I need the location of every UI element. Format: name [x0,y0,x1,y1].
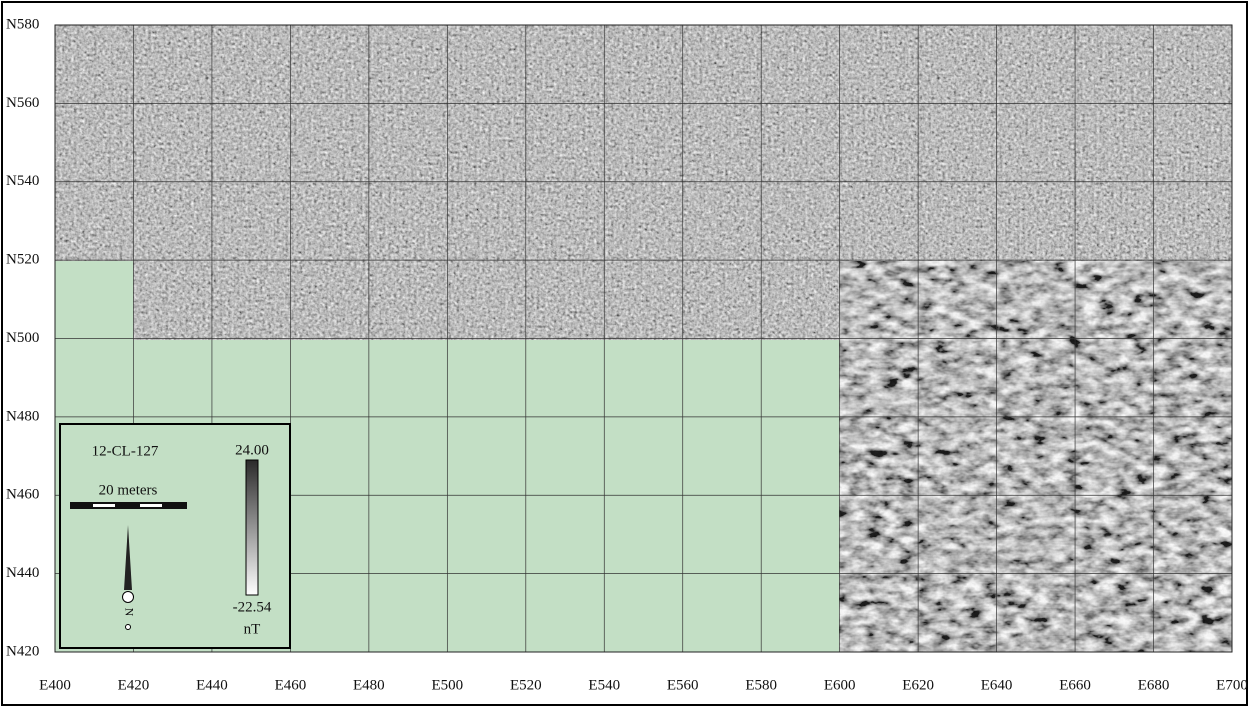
grid [54,24,1233,653]
legend: 12-CL-127 20 meters N 24.00 -22.54 nT [59,423,291,649]
color-max: 24.00 [235,442,269,458]
northing-label: N540 [6,173,39,189]
color-unit: nT [244,621,261,637]
north-label: N [122,608,136,617]
axis-labels: N580 N560 N540 N520 N500 N480 N460 N440 N420 E400… [6,16,1248,693]
scale-label: 20 meters [99,482,158,498]
easting-label: E700 [1216,677,1248,693]
easting-label: E580 [745,677,777,693]
northing-label: N420 [6,643,39,659]
easting-label: E400 [39,677,71,693]
scale-bar [70,502,187,509]
magnetometry-data-strong [839,261,1232,652]
easting-label: E460 [275,677,307,693]
easting-label: E420 [118,677,150,693]
easting-label: E520 [510,677,542,693]
easting-label: E620 [902,677,934,693]
northing-label: N480 [6,408,39,424]
site-name: 12-CL-127 [92,443,159,459]
color-bar [245,459,259,596]
easting-label: E480 [353,677,385,693]
north-arrow-circle [122,591,134,603]
northing-label: N460 [6,487,39,503]
easting-label: E600 [824,677,856,693]
easting-label: E440 [196,677,228,693]
easting-label: E660 [1059,677,1091,693]
color-min: -22.54 [233,599,272,615]
northing-label: N580 [6,16,39,32]
northing-label: N440 [6,565,39,581]
grid-border [54,24,1233,653]
northing-label: N500 [6,330,39,346]
easting-label: E680 [1138,677,1170,693]
easting-label: E540 [588,677,620,693]
easting-label: E560 [667,677,699,693]
easting-label: E640 [981,677,1013,693]
north-arrow-tail [125,624,131,630]
scale-bar-segment [93,504,115,507]
scale-bar-segment [140,504,162,507]
northing-label: N520 [6,252,39,268]
easting-label: E500 [431,677,463,693]
northing-label: N560 [6,95,39,111]
north-arrow [124,525,132,590]
